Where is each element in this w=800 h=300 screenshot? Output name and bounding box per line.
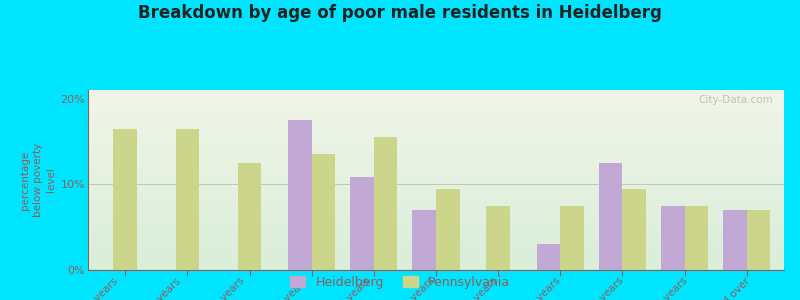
- Bar: [288, 120, 312, 270]
- Bar: [176, 129, 199, 270]
- Text: 55 to 64 years: 55 to 64 years: [566, 276, 626, 300]
- Bar: [661, 206, 685, 270]
- Bar: [685, 206, 708, 270]
- Text: City-Data.com: City-Data.com: [699, 95, 774, 105]
- Bar: [622, 189, 646, 270]
- Bar: [114, 129, 137, 270]
- Text: 18 to 24 years: 18 to 24 years: [312, 276, 373, 300]
- Legend: Heidelberg, Pennsylvania: Heidelberg, Pennsylvania: [286, 271, 514, 294]
- Text: 6 to 11 years: 6 to 11 years: [127, 276, 183, 300]
- Text: 16 and 17 years: 16 and 17 years: [242, 276, 310, 300]
- Bar: [560, 206, 584, 270]
- Bar: [238, 163, 262, 270]
- Bar: [537, 244, 560, 270]
- Bar: [350, 177, 374, 270]
- Bar: [374, 137, 398, 270]
- Text: 65 to 74 years: 65 to 74 years: [629, 276, 689, 300]
- Text: Under 5 years: Under 5 years: [61, 276, 120, 300]
- Text: 35 to 44 years: 35 to 44 years: [439, 276, 499, 300]
- Y-axis label: percentage
below poverty
level: percentage below poverty level: [20, 143, 56, 217]
- Text: 25 to 34 years: 25 to 34 years: [375, 276, 436, 300]
- Bar: [723, 210, 746, 270]
- Bar: [312, 154, 335, 270]
- Text: 12 to 14 years: 12 to 14 years: [186, 276, 246, 300]
- Bar: [486, 206, 510, 270]
- Text: 45 to 54 years: 45 to 54 years: [502, 276, 562, 300]
- Bar: [599, 163, 622, 270]
- Text: 75 years and over: 75 years and over: [678, 276, 752, 300]
- Bar: [746, 210, 770, 270]
- Bar: [412, 210, 436, 270]
- Text: Breakdown by age of poor male residents in Heidelberg: Breakdown by age of poor male residents …: [138, 4, 662, 22]
- Bar: [436, 189, 460, 270]
